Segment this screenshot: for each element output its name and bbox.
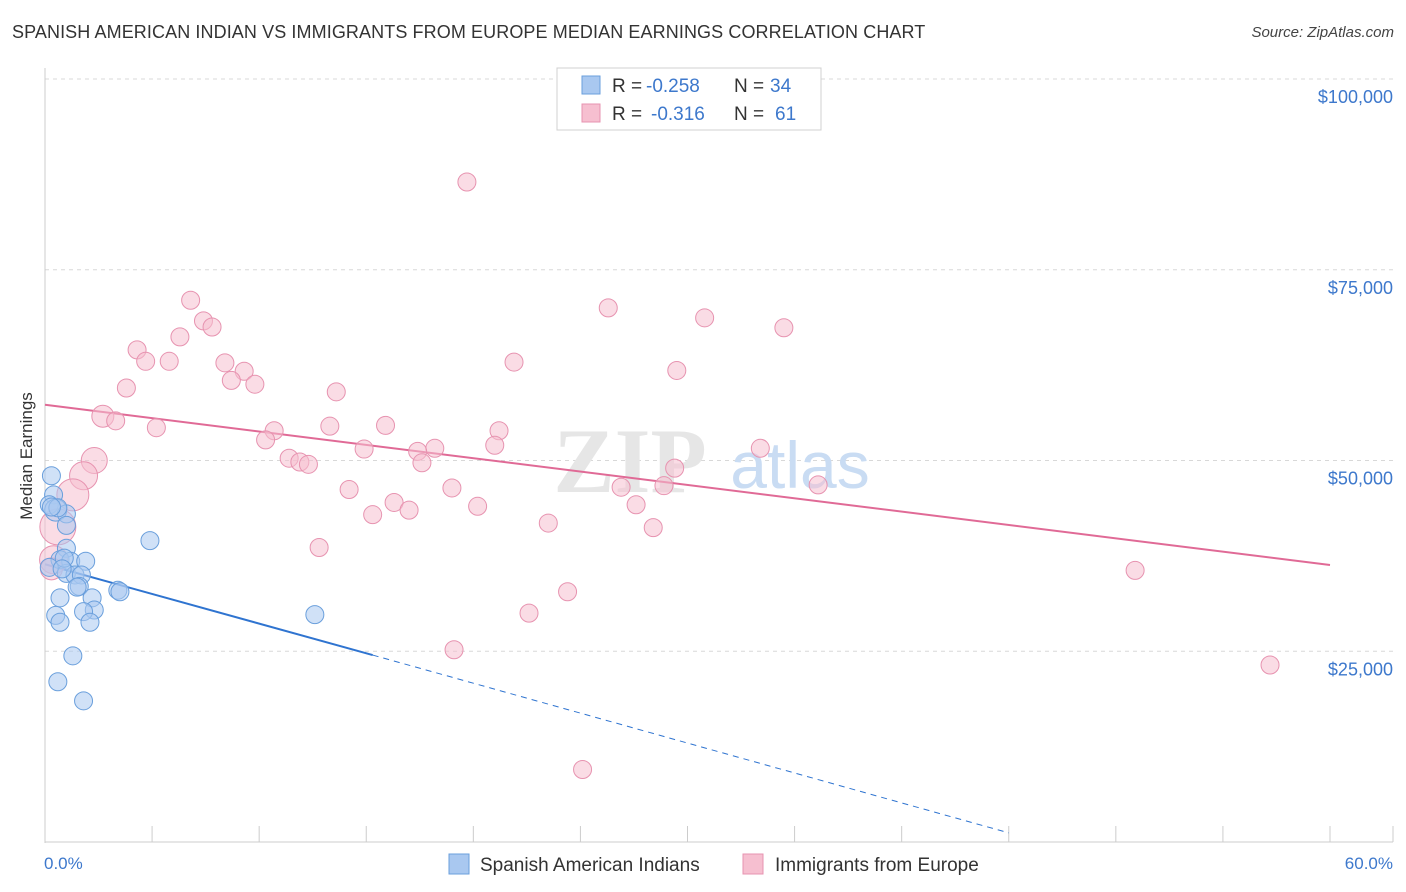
source-label: Source: ZipAtlas.com (1251, 24, 1394, 41)
point-immigrants-from-europe-23 (376, 415, 396, 435)
stats-legend-swatch-pink (581, 103, 601, 123)
point-immigrants-from-europe-37 (665, 458, 685, 478)
point-immigrants-from-europe-14 (667, 360, 687, 380)
stats-r-label-blue: R = (612, 76, 642, 97)
stats-legend: R = -0.258 N = 34 R = -0.316 N = 61 (556, 67, 822, 131)
point-immigrants-from-europe-40 (808, 475, 828, 495)
point-immigrants-from-europe-4 (774, 318, 794, 338)
legend-swatch-spanish-american-indians (448, 853, 470, 875)
point-immigrants-from-europe-12 (234, 361, 254, 381)
point-immigrants-from-europe-61 (573, 760, 593, 780)
trend-lines (44, 403, 1331, 834)
point-immigrants-from-europe-26 (256, 430, 276, 450)
point-immigrants-from-europe-16 (245, 374, 265, 394)
point-immigrants-from-europe-49 (363, 505, 383, 525)
point-immigrants-from-europe-27 (354, 439, 374, 459)
point-spanish-american-indians-6 (56, 515, 76, 535)
legend-label-spanish-american-indians: Spanish American Indians (480, 855, 700, 876)
point-immigrants-from-europe-58 (519, 603, 539, 623)
y-tick-label-2: $50,000 (1328, 469, 1393, 489)
point-immigrants-from-europe-13 (504, 352, 524, 372)
point-immigrants-from-europe-6 (202, 317, 222, 337)
point-immigrants-from-europe-41 (611, 477, 631, 497)
stats-n-value-blue: 34 (770, 76, 792, 97)
point-immigrants-from-europe-46 (468, 496, 488, 516)
point-immigrants-from-europe-3 (695, 308, 715, 328)
watermark-atlas: atlas (730, 428, 869, 502)
stats-legend-swatch-blue (581, 75, 601, 95)
point-immigrants-from-europe-0 (457, 172, 477, 192)
point-immigrants-from-europe-43 (339, 479, 359, 499)
point-spanish-american-indians-16 (110, 582, 130, 602)
stats-n-label-pink: N = (734, 104, 764, 125)
point-immigrants-from-europe-39 (654, 476, 674, 496)
point-spanish-american-indians-0 (41, 466, 61, 486)
y-axis-title: Median Earnings (17, 392, 36, 520)
point-spanish-american-indians-28 (305, 605, 325, 625)
point-spanish-american-indians-33 (67, 577, 87, 597)
point-spanish-american-indians-25 (48, 672, 68, 692)
axes (44, 68, 1394, 843)
point-spanish-american-indians-31 (41, 497, 61, 517)
point-immigrants-from-europe-10 (159, 351, 179, 371)
point-spanish-american-indians-24 (63, 646, 83, 666)
point-immigrants-from-europe-51 (643, 518, 663, 538)
point-spanish-american-indians-27 (140, 531, 160, 551)
x-tick-label-min: 0.0% (44, 854, 83, 873)
point-spanish-american-indians-17 (50, 588, 70, 608)
stats-n-label-blue: N = (734, 76, 764, 97)
point-spanish-american-indians-26 (74, 691, 94, 711)
point-immigrants-from-europe-48 (399, 500, 419, 520)
point-immigrants-from-europe-22 (320, 416, 340, 436)
data-points (39, 172, 1280, 780)
trend-line-spanish-american-indians (44, 563, 373, 657)
point-immigrants-from-europe-36 (412, 453, 432, 473)
x-tick-label-max: 60.0% (1345, 854, 1393, 873)
point-immigrants-from-europe-31 (750, 438, 770, 458)
y-tick-labels: $100,000 $75,000 $50,000 $25,000 (1318, 87, 1393, 679)
stats-r-value-pink: -0.316 (651, 104, 705, 125)
series-legend: Spanish American Indians Immigrants from… (448, 853, 979, 876)
point-immigrants-from-europe-7 (170, 327, 190, 347)
stats-r-label-pink: R = (612, 104, 642, 125)
y-tick-label-1: $75,000 (1328, 278, 1393, 298)
point-immigrants-from-europe-9 (136, 351, 156, 371)
stats-r-value-blue: -0.258 (646, 76, 700, 97)
point-immigrants-from-europe-2 (598, 298, 618, 318)
chart-title: SPANISH AMERICAN INDIAN VS IMMIGRANTS FR… (12, 22, 926, 42)
y-tick-label-3: $25,000 (1328, 659, 1393, 679)
legend-label-immigrants-from-europe: Immigrants from Europe (775, 855, 979, 876)
point-immigrants-from-europe-45 (384, 492, 404, 512)
stats-n-value-pink: 61 (775, 104, 796, 125)
point-spanish-american-indians-23 (80, 612, 100, 632)
point-immigrants-from-europe-20 (106, 411, 126, 431)
point-immigrants-from-europe-57 (558, 582, 578, 602)
point-immigrants-from-europe-56 (1125, 560, 1145, 580)
point-immigrants-from-europe-28 (425, 438, 445, 458)
y-tick-label-0: $100,000 (1318, 87, 1393, 107)
trend-line-immigrants-from-europe (44, 403, 1331, 567)
point-immigrants-from-europe-18 (326, 382, 346, 402)
legend-swatch-immigrants-from-europe (742, 853, 764, 875)
point-immigrants-from-europe-11 (215, 353, 235, 373)
stats-legend-box (556, 67, 822, 131)
point-immigrants-from-europe-47 (626, 495, 646, 515)
point-immigrants-from-europe-15 (221, 370, 241, 390)
watermark: ZIP atlas (553, 410, 869, 512)
point-immigrants-from-europe-30 (485, 435, 505, 455)
point-immigrants-from-europe-17 (116, 378, 136, 398)
point-immigrants-from-europe-50 (538, 513, 558, 533)
point-spanish-american-indians-22 (50, 612, 70, 632)
watermark-zip: ZIP (553, 410, 706, 512)
point-immigrants-from-europe-59 (444, 640, 464, 660)
point-immigrants-from-europe-54 (309, 537, 329, 557)
point-immigrants-from-europe-60 (1260, 655, 1280, 675)
point-immigrants-from-europe-21 (146, 418, 166, 438)
trend-line-spanish-american-indians-extension (372, 654, 1009, 834)
point-immigrants-from-europe-35 (298, 454, 318, 474)
point-immigrants-from-europe-1 (181, 290, 201, 310)
point-immigrants-from-europe-42 (442, 478, 462, 498)
point-spanish-american-indians-32 (52, 559, 72, 579)
